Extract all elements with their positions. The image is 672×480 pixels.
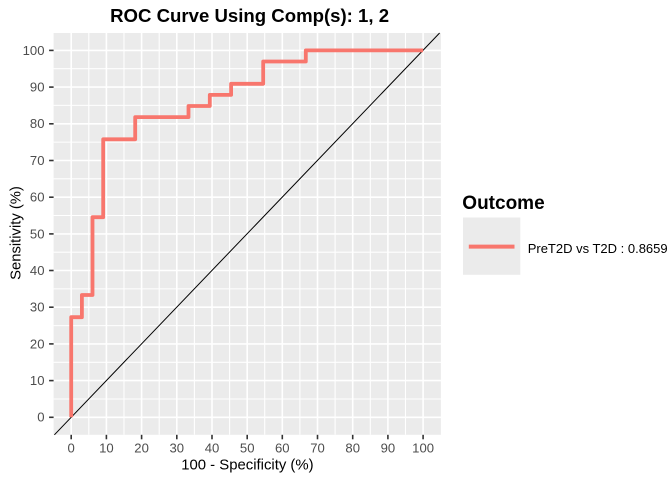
svg-text:50: 50 [240, 441, 255, 456]
svg-text:Outcome: Outcome [462, 193, 544, 214]
svg-text:0: 0 [37, 410, 44, 425]
svg-text:40: 40 [205, 441, 220, 456]
svg-text:60: 60 [30, 190, 45, 205]
svg-text:50: 50 [30, 226, 45, 241]
svg-text:10: 10 [30, 373, 45, 388]
svg-text:PreT2D vs T2D : 0.8659: PreT2D vs T2D : 0.8659 [528, 241, 668, 256]
svg-text:90: 90 [30, 80, 45, 95]
svg-text:20: 20 [30, 336, 45, 351]
svg-text:80: 80 [30, 116, 45, 131]
svg-text:100: 100 [412, 441, 434, 456]
svg-text:80: 80 [345, 441, 360, 456]
svg-text:100 - Specificity (%): 100 - Specificity (%) [181, 457, 313, 473]
svg-text:90: 90 [381, 441, 396, 456]
svg-text:70: 70 [310, 441, 325, 456]
svg-text:40: 40 [30, 263, 45, 278]
svg-text:10: 10 [99, 441, 114, 456]
svg-text:60: 60 [275, 441, 290, 456]
svg-text:30: 30 [30, 300, 45, 315]
svg-text:100: 100 [23, 43, 45, 58]
svg-text:0: 0 [68, 441, 75, 456]
svg-text:70: 70 [30, 153, 45, 168]
svg-text:30: 30 [170, 441, 185, 456]
svg-text:Sensitivity (%): Sensitivity (%) [9, 186, 25, 280]
svg-text:20: 20 [134, 441, 149, 456]
svg-text:ROC Curve Using Comp(s): 1, 2: ROC Curve Using Comp(s): 1, 2 [110, 5, 389, 26]
